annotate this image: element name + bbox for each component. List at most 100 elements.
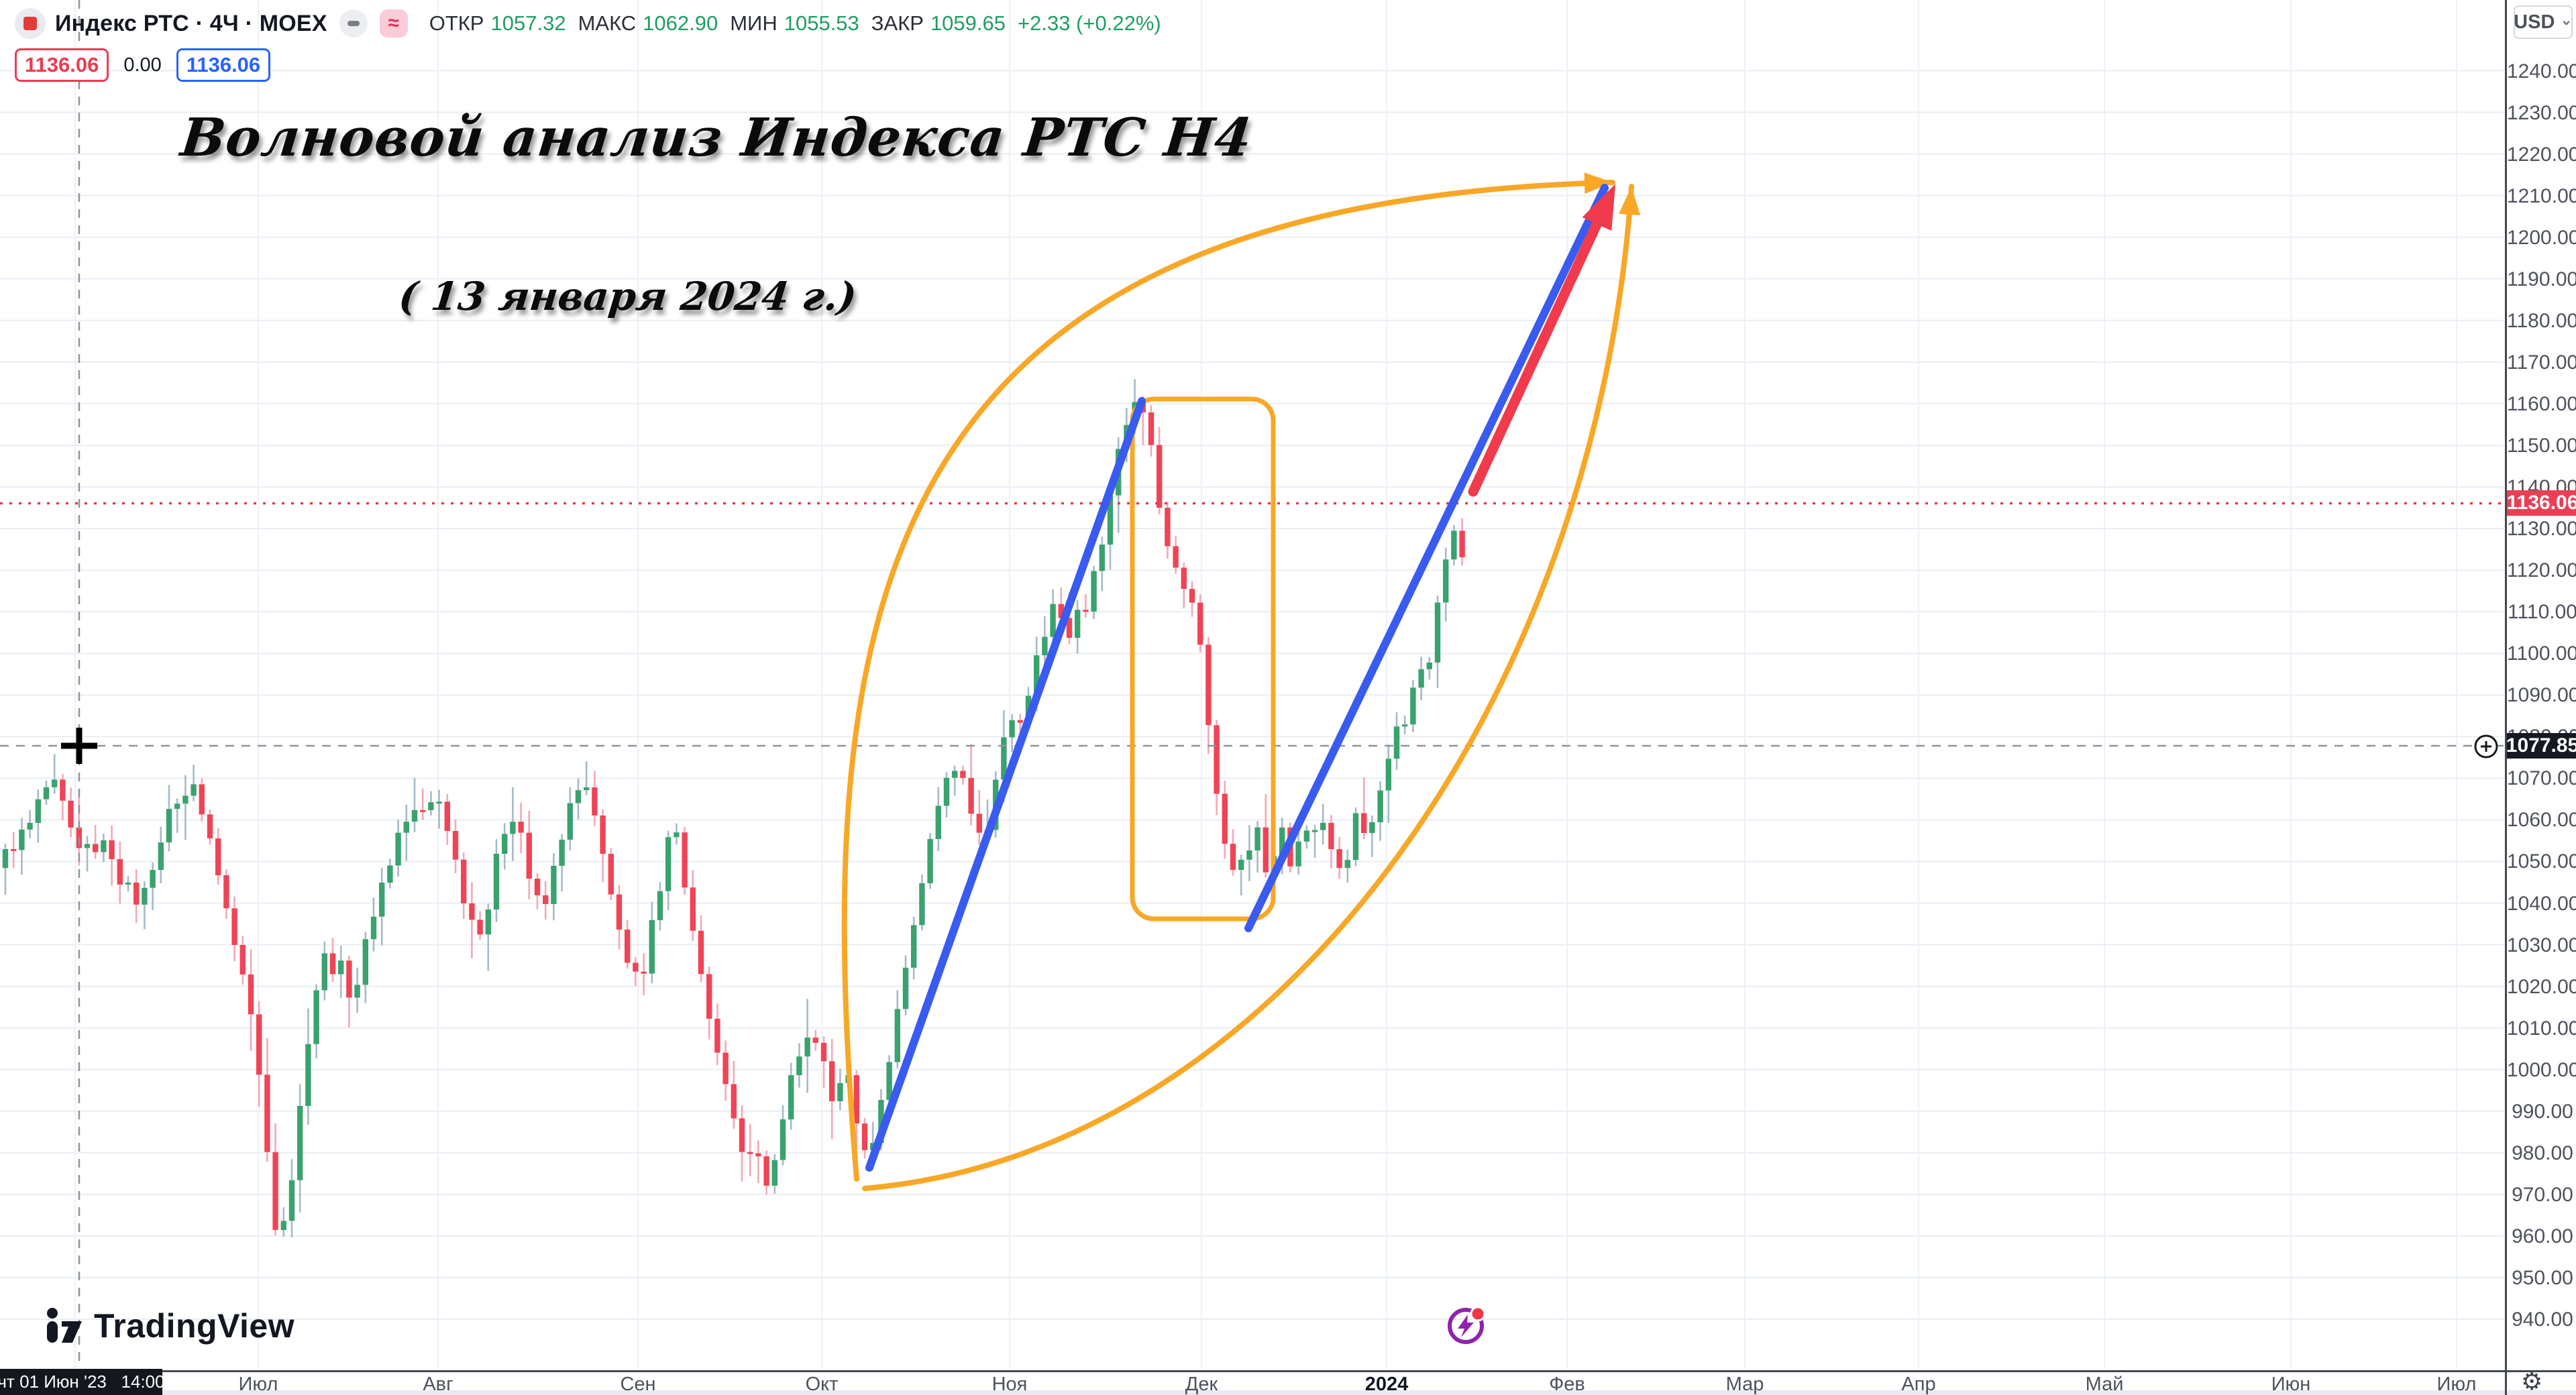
candle-body xyxy=(1434,602,1441,663)
annotation-title: Волновой анализ Индекса РТС Н4 xyxy=(178,107,1255,168)
candle-body xyxy=(1058,604,1064,618)
chevron-down-icon: ⌄ xyxy=(2560,11,2573,28)
candle-body xyxy=(477,919,483,935)
candle-body xyxy=(485,909,491,935)
candle-body xyxy=(633,962,639,972)
candle-body xyxy=(911,925,917,968)
candle-body xyxy=(150,870,156,888)
candle-body xyxy=(902,967,909,1009)
price-tick-label: 1200.00 xyxy=(2507,226,2576,249)
candle-body xyxy=(166,809,172,843)
candle-body xyxy=(714,1018,720,1053)
candle-body xyxy=(346,960,352,998)
time-tick-month: Май xyxy=(2085,1374,2124,1395)
candle-body xyxy=(919,883,925,926)
candle-body xyxy=(1197,602,1203,645)
candle-body xyxy=(812,1038,818,1043)
candle-body xyxy=(1377,790,1383,822)
candle-body xyxy=(297,1106,303,1180)
candle-body xyxy=(641,971,647,974)
minus-icon xyxy=(347,21,360,26)
candle-body xyxy=(370,916,377,940)
time-axis[interactable]: Июл Авг Сен Окт Ноя Дек 2024 Фев Мар Апр Май Июн Июл xyxy=(0,1370,2576,1395)
tradingview-brand-text: TradingView xyxy=(94,1307,295,1345)
candle-body xyxy=(1009,720,1015,738)
candle-body xyxy=(428,802,434,810)
candle-body xyxy=(960,771,966,778)
candle-body xyxy=(853,1075,859,1124)
candle-body xyxy=(84,844,91,848)
leaf-lower-arc-arrowhead xyxy=(1619,186,1641,215)
candle-body xyxy=(420,810,426,812)
candle-body xyxy=(101,840,107,852)
symbol-logo-icon[interactable] xyxy=(15,8,46,39)
candle-body xyxy=(731,1084,737,1119)
compare-indicator-chip[interactable]: ≈ xyxy=(379,9,408,38)
candle-body xyxy=(1295,841,1301,867)
candle-body xyxy=(207,814,213,839)
candle-body xyxy=(272,1152,278,1231)
price-tick-label: 1160.00 xyxy=(2507,392,2576,415)
time-tick-month: Июл xyxy=(2436,1374,2477,1395)
time-tick-month: Апр xyxy=(1901,1374,1936,1395)
event-lightning-icon xyxy=(1448,1308,1484,1344)
currency-label: USD xyxy=(2514,11,2555,33)
time-tick-month: Мар xyxy=(1725,1374,1764,1395)
candle-body xyxy=(1238,859,1244,870)
candle-body xyxy=(387,865,393,883)
settings-gear-icon[interactable]: ⚙ xyxy=(2521,1368,2543,1395)
candle-body xyxy=(878,1099,884,1143)
candle-body xyxy=(600,815,606,854)
projection-arrowhead xyxy=(1582,184,1616,231)
chart-pane[interactable] xyxy=(0,0,2504,1370)
trend-line-2 xyxy=(1244,184,1609,932)
ohlc-values: ОТКР 1057.32 МАКС 1062.90 МИН 1055.53 ЗА… xyxy=(429,11,1161,36)
candle-body xyxy=(739,1118,745,1152)
candle-body xyxy=(444,801,450,831)
candle-body xyxy=(1017,720,1023,723)
candle-body xyxy=(191,784,197,796)
candle-body xyxy=(665,837,672,891)
currency-dropdown[interactable]: USD ⌄ xyxy=(2514,5,2573,39)
candle-body xyxy=(1410,687,1416,725)
candle-body xyxy=(771,1160,777,1186)
candle-body xyxy=(1451,531,1457,560)
price-tick-label: 1230.00 xyxy=(2507,101,2576,124)
tradingview-logo[interactable]: TradingView xyxy=(44,1306,294,1345)
time-tick-month: Июн xyxy=(2271,1374,2311,1395)
hidden-indicator-chip[interactable] xyxy=(339,9,368,38)
close-label: ЗАКР xyxy=(871,11,924,35)
candle-body xyxy=(354,985,360,998)
price-label-blue: 1136.06 xyxy=(176,48,271,82)
change-value: +2.33 (+0.22%) xyxy=(1018,11,1161,35)
candle-body xyxy=(461,859,467,903)
candle-body xyxy=(861,1123,868,1150)
candle-body xyxy=(52,779,58,787)
candle-body xyxy=(1075,610,1081,638)
price-axis[interactable]: USD ⌄ 1136.06 1077.85 1240.00 1230.00 1220… xyxy=(2505,0,2576,1370)
candle-body xyxy=(256,1014,262,1075)
high-value: 1062.90 xyxy=(643,11,718,35)
leaf-upper-arc xyxy=(841,180,1615,1182)
price-label-zero: 0.00 xyxy=(123,54,162,76)
price-tick-label: 970.00 xyxy=(2512,1183,2573,1206)
annotation-subtitle: ( 13 января 2024 г.) xyxy=(396,274,859,319)
price-tick-label: 940.00 xyxy=(2512,1308,2573,1331)
candle-body xyxy=(142,887,148,905)
symbol-title[interactable]: Индекс РТС · 4Ч · MOEX xyxy=(55,10,327,36)
candle-body xyxy=(657,891,663,921)
candle-body xyxy=(248,974,254,1015)
candle-body xyxy=(379,882,385,917)
candle-body xyxy=(608,854,614,895)
trend-line-1 xyxy=(865,397,1146,1172)
candle-body xyxy=(1066,618,1073,638)
candle-body xyxy=(649,920,655,974)
candle-body xyxy=(174,803,180,810)
event-lightning-icon xyxy=(1458,1315,1474,1337)
candle-body xyxy=(403,822,409,833)
leaf-lower-arc xyxy=(862,184,1634,1191)
add-order-plus-button[interactable] xyxy=(2473,733,2500,763)
last-price-axis-label: 1136.06 xyxy=(2507,490,2576,516)
candle-body xyxy=(952,771,958,778)
candle-body xyxy=(313,990,319,1044)
